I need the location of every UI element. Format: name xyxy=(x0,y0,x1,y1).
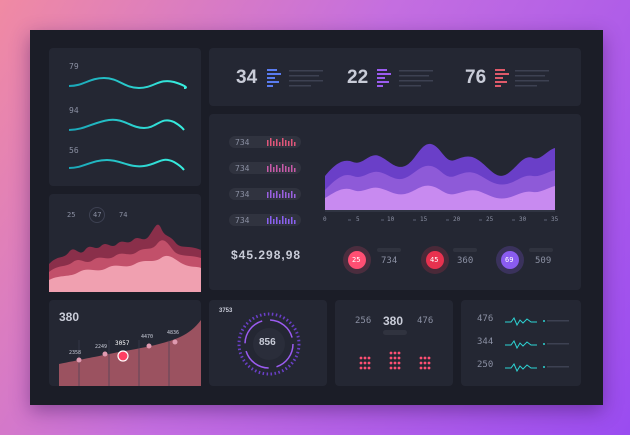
x-tick-10: 10 xyxy=(387,216,395,223)
metric-row-value-4: 734 xyxy=(235,216,250,225)
mountain-value-1: 25 xyxy=(67,211,76,219)
metric-row-value-1: 734 xyxy=(235,138,250,147)
dots-panel: 256 380 476 xyxy=(335,300,453,386)
ring-value-3: 69 xyxy=(505,256,514,264)
x-tick-25: 25 xyxy=(486,216,494,223)
waves-sparklines xyxy=(68,76,187,171)
main-chart-panel: 734 734 734 734 0 5 10 15 20 25 30 35 $4… xyxy=(209,114,581,290)
metric-row-value-2: 734 xyxy=(235,164,250,173)
x-tick-15: 15 xyxy=(420,216,428,223)
ring-value-1: 25 xyxy=(352,256,361,264)
gauge-center-value: 856 xyxy=(259,337,276,348)
area-point-4: 4470 xyxy=(141,334,154,340)
area-point-2: 2249 xyxy=(95,344,108,350)
ring-label-3: 509 xyxy=(535,256,552,266)
stats-bar: 34 22 76 xyxy=(209,48,581,106)
dots-value-3: 476 xyxy=(417,316,434,326)
lines-value-3: 250 xyxy=(477,360,494,370)
ring-value-2: 45 xyxy=(430,256,439,264)
x-tick-0: 0 xyxy=(323,216,327,223)
mountain-badge-2 xyxy=(89,207,105,223)
stat-value-3: 76 xyxy=(465,67,487,88)
area-title: 380 xyxy=(59,310,80,324)
lines-panel: 476 344 250 xyxy=(461,300,581,386)
lines-value-2: 344 xyxy=(477,337,494,347)
stat-value-1: 34 xyxy=(236,67,258,88)
stat-bars xyxy=(267,69,549,87)
x-tick-20: 20 xyxy=(453,216,461,223)
dots-value-2: 380 xyxy=(383,314,404,328)
ring-label-1: 734 xyxy=(381,256,398,266)
mountain-chart xyxy=(49,224,201,292)
lines-value-1: 476 xyxy=(477,314,494,324)
metric-row-value-3: 734 xyxy=(235,190,250,199)
x-tick-30: 30 xyxy=(519,216,527,223)
wave-value-1: 79 xyxy=(69,62,79,71)
gauge-panel: 3753 856 xyxy=(209,300,327,386)
gauge-dial xyxy=(237,312,301,376)
area-chart xyxy=(59,320,201,386)
area-point-3[interactable]: 3057 xyxy=(115,340,130,347)
ring-label-2: 360 xyxy=(457,256,474,266)
gauge-top-value: 3753 xyxy=(219,308,233,314)
dots-value-1: 256 xyxy=(355,316,372,326)
wave-value-2: 94 xyxy=(69,106,79,115)
wave-value-3: 56 xyxy=(69,146,79,155)
area-point-5: 4836 xyxy=(167,330,180,336)
main-chart-graphics xyxy=(267,138,555,274)
stat-value-2: 22 xyxy=(347,67,369,88)
dots-matrix xyxy=(359,330,431,370)
area-point-1: 2358 xyxy=(69,350,82,356)
x-tick-35: 35 xyxy=(551,216,559,223)
area-panel: 380 2358 2249 3057 4470 4836 xyxy=(49,300,201,386)
mountain-value-2: 47 xyxy=(93,211,102,219)
waves-panel: 79 94 56 xyxy=(49,48,201,186)
mountain-panel: 25 47 74 xyxy=(49,194,201,292)
lines-sparklines xyxy=(505,317,569,373)
mountain-value-3: 74 xyxy=(119,211,128,219)
amount-value: $45.298,98 xyxy=(231,248,302,262)
x-tick-5: 5 xyxy=(356,216,360,223)
